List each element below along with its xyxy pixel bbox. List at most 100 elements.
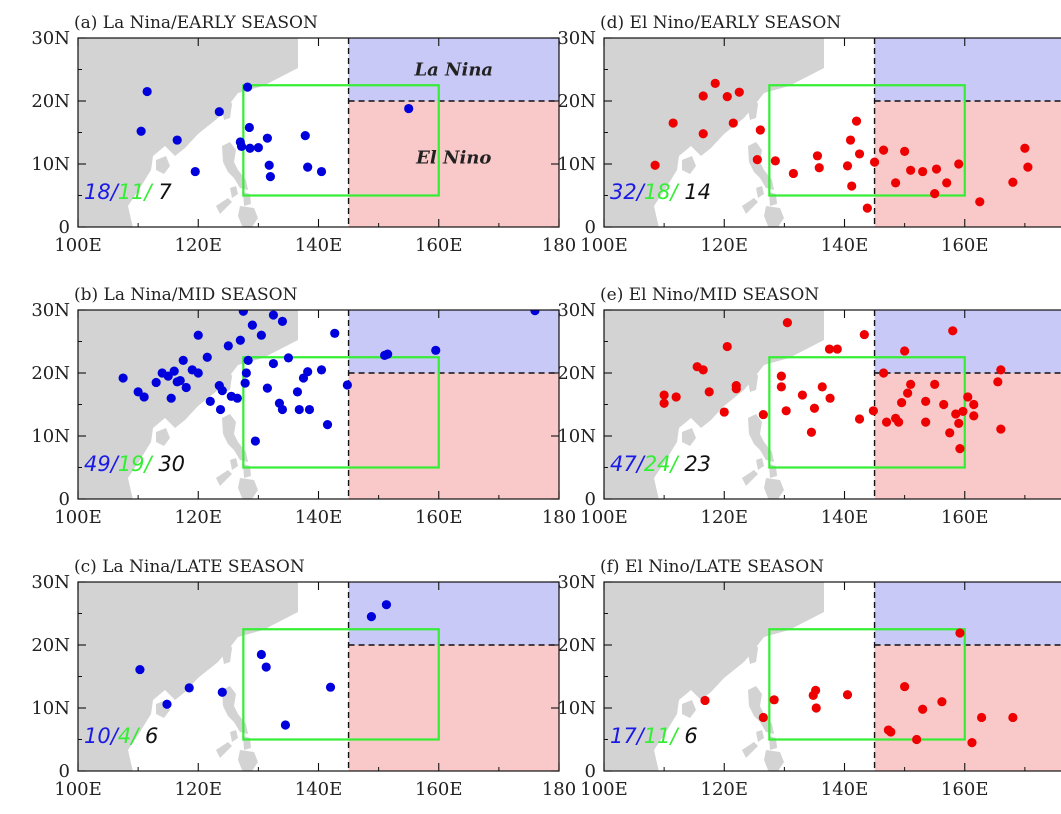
la-nina-region: [874, 582, 1061, 645]
genesis-point: [253, 143, 263, 153]
genesis-point: [825, 393, 835, 403]
genesis-point: [268, 358, 279, 369]
count-inside: 4: [118, 724, 131, 748]
la-nina-region: [348, 38, 559, 101]
genesis-point: [247, 320, 257, 330]
count-inside: 24: [644, 452, 671, 476]
count-label: 17/11/ 6: [610, 724, 698, 748]
genesis-point: [900, 681, 910, 692]
count-separator: /: [143, 452, 159, 476]
x-tick-label: 120E: [175, 779, 223, 800]
x-tick-label: 140E: [295, 235, 343, 256]
genesis-point: [193, 368, 203, 378]
genesis-point: [215, 404, 226, 415]
genesis-point: [240, 378, 250, 388]
x-tick-label: 100E: [580, 779, 628, 800]
count-label: 18/11/ 7: [84, 180, 172, 204]
genesis-point: [530, 310, 540, 316]
genesis-point: [969, 399, 979, 410]
genesis-point: [811, 685, 821, 695]
genesis-point: [854, 414, 865, 424]
genesis-point: [797, 390, 808, 400]
count-label: 49/19/ 30: [84, 452, 185, 476]
genesis-point: [118, 373, 128, 383]
count-separator: /: [669, 724, 685, 748]
count-outside: 7: [158, 180, 172, 204]
genesis-point: [700, 695, 710, 706]
y-tick-label: 20N: [31, 635, 70, 656]
plot-area: [604, 582, 1061, 771]
count-outside: 30: [158, 452, 185, 476]
genesis-point: [163, 371, 173, 381]
target-box: [242, 628, 440, 741]
genesis-point: [906, 379, 916, 389]
genesis-point: [812, 151, 823, 161]
genesis-point: [250, 436, 260, 446]
count-total: 47: [610, 452, 637, 476]
genesis-point: [930, 189, 940, 199]
y-tick-label: 0: [585, 489, 596, 510]
genesis-point: [256, 330, 266, 340]
x-tick-label: 160E: [415, 235, 463, 256]
genesis-point: [921, 396, 931, 406]
genesis-point: [788, 168, 798, 179]
genesis-point: [166, 393, 176, 403]
genesis-point: [918, 704, 928, 714]
genesis-point: [135, 664, 145, 675]
genesis-point: [967, 738, 977, 748]
genesis-point: [242, 82, 253, 92]
genesis-point: [900, 146, 910, 156]
genesis-point: [280, 720, 291, 730]
count-separator: /: [669, 452, 685, 476]
genesis-point: [847, 181, 857, 191]
count-separator: /: [109, 180, 120, 204]
genesis-point: [781, 406, 791, 416]
count-separator: /: [109, 452, 120, 476]
genesis-point: [162, 699, 172, 709]
genesis-point: [722, 341, 732, 352]
genesis-point: [172, 135, 182, 145]
genesis-point: [659, 398, 669, 408]
x-tick-label: 140E: [821, 235, 869, 256]
y-tick-label: 30N: [557, 572, 596, 593]
genesis-point: [265, 172, 275, 182]
genesis-point: [322, 420, 333, 430]
genesis-point: [903, 388, 913, 398]
x-tick-label: 120E: [175, 235, 223, 256]
genesis-point: [659, 390, 669, 400]
genesis-point: [223, 341, 233, 351]
genesis-point: [316, 166, 327, 177]
genesis-point: [181, 382, 191, 393]
genesis-point: [205, 396, 215, 406]
genesis-point: [851, 116, 862, 126]
count-inside: 19: [118, 452, 145, 476]
y-tick-label: 20N: [31, 363, 70, 384]
genesis-point: [671, 392, 681, 402]
genesis-point: [262, 383, 272, 393]
genesis-point: [921, 417, 931, 427]
genesis-point: [939, 399, 949, 410]
el-nino-region: [348, 101, 559, 227]
genesis-point: [955, 444, 965, 454]
genesis-point: [878, 145, 889, 155]
genesis-point: [698, 365, 708, 375]
plot-area: [78, 310, 559, 499]
count-inside: 18: [644, 180, 671, 204]
count-inside: 11: [644, 724, 671, 748]
y-tick-label: 10N: [557, 426, 596, 447]
genesis-point: [809, 403, 820, 413]
genesis-point: [178, 355, 188, 365]
plot-area: [604, 38, 1061, 227]
count-separator: /: [109, 724, 120, 748]
x-tick-label: 180: [542, 779, 576, 800]
genesis-point: [758, 712, 768, 723]
count-label: 47/24/ 23: [610, 452, 711, 476]
genesis-point: [238, 310, 248, 316]
genesis-point: [930, 379, 940, 389]
y-tick-label: 10N: [557, 698, 596, 719]
plot-area: La Nina El Nino: [78, 38, 559, 227]
genesis-point: [1023, 162, 1033, 172]
